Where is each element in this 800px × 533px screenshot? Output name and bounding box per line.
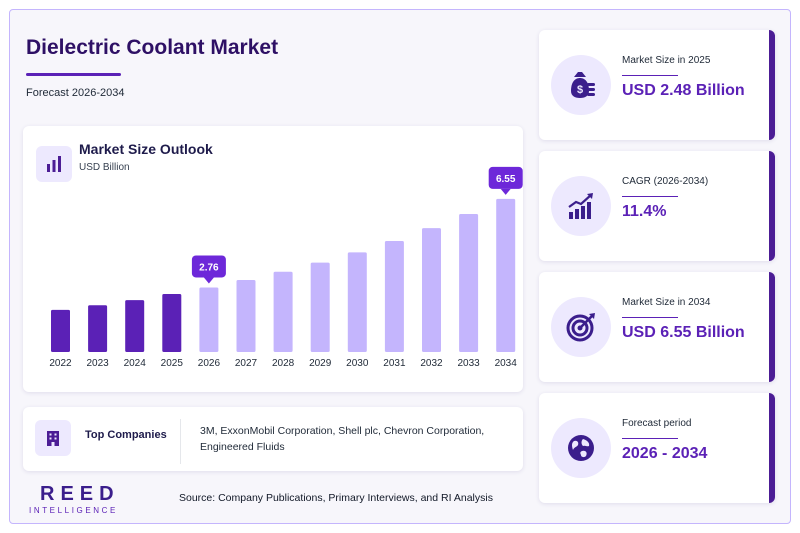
bar-2024 [125, 300, 145, 352]
companies-label: Top Companies [85, 429, 167, 441]
bar-2027 [236, 279, 256, 352]
stat-label: Market Size in 2034 [622, 297, 711, 308]
data-label: 2.76 [199, 262, 219, 273]
stat-card-market-size-2025: $ Market Size in 2025 USD 2.48 Billion [539, 30, 775, 140]
x-tick-label: 2033 [457, 358, 480, 369]
stat-card-cagr: CAGR (2026-2034) 11.4% [539, 151, 775, 261]
target-icon [551, 297, 611, 357]
bar-2023 [88, 305, 108, 352]
x-tick-label: 2023 [86, 358, 109, 369]
stat-value: USD 6.55 Billion [622, 324, 745, 341]
card-accent [769, 151, 775, 261]
page-title: Dielectric Coolant Market [26, 36, 279, 59]
x-tick-label: 2025 [161, 358, 184, 369]
bar-2025 [162, 294, 182, 352]
x-tick-label: 2024 [124, 358, 147, 369]
card-accent [769, 393, 775, 503]
stat-card-market-size-2034: Market Size in 2034 USD 6.55 Billion [539, 272, 775, 382]
globe-icon [551, 418, 611, 478]
bar-2033 [459, 214, 479, 352]
stat-value: USD 2.48 Billion [622, 82, 745, 99]
source-note: Source: Company Publications, Primary In… [179, 492, 493, 504]
x-tick-label: 2034 [495, 358, 518, 369]
bar-2034 [496, 198, 516, 352]
x-tick-label: 2030 [346, 358, 369, 369]
money-bag-icon: $ [551, 55, 611, 115]
chart-unit: USD Billion [79, 162, 130, 173]
stat-divider [622, 317, 678, 318]
svg-text:$: $ [577, 84, 583, 96]
stat-card-forecast-period: Forecast period 2026 - 2034 [539, 393, 775, 503]
callout-2026: 2.76 [191, 255, 226, 284]
bar-2029 [310, 262, 330, 352]
building-icon [35, 420, 71, 456]
callout-2034: 6.55 [488, 166, 523, 195]
bar-2028 [273, 271, 293, 352]
stat-value: 11.4% [622, 203, 667, 220]
bar-2022 [51, 309, 70, 352]
x-tick-label: 2031 [383, 358, 406, 369]
stat-divider [622, 75, 678, 76]
x-tick-label: 2027 [235, 358, 258, 369]
bar-2026 [199, 287, 219, 352]
companies-list: 3M, ExxonMobil Corporation, Shell plc, C… [200, 425, 485, 453]
x-tick-label: 2028 [272, 358, 295, 369]
companies-card [23, 407, 523, 471]
x-tick-label: 2029 [309, 358, 332, 369]
card-accent [769, 272, 775, 382]
companies-divider [180, 419, 181, 464]
bar-chart-icon [36, 146, 72, 182]
title-underline [26, 73, 121, 76]
stat-divider [622, 438, 678, 439]
stat-label: Forecast period [622, 418, 692, 429]
x-tick-label: 2026 [198, 358, 221, 369]
x-tick-label: 2032 [420, 358, 443, 369]
stat-label: Market Size in 2025 [622, 55, 711, 66]
page-subtitle: Forecast 2026-2034 [26, 87, 125, 99]
card-accent [769, 30, 775, 140]
data-label: 6.55 [496, 174, 516, 185]
logo-wordmark: REED [40, 483, 120, 505]
stat-value: 2026 - 2034 [622, 445, 708, 462]
x-tick-label: 2022 [49, 358, 72, 369]
logo-subtitle: INTELLIGENCE [29, 506, 118, 515]
bar-2030 [347, 252, 367, 352]
bar-2032 [422, 228, 441, 352]
growth-chart-icon [551, 176, 611, 236]
chart-title: Market Size Outlook [79, 141, 213, 157]
stat-label: CAGR (2026-2034) [622, 176, 709, 187]
bar-2031 [384, 240, 404, 352]
bar-chart: 2022 2023 2024 2025 2026 2.76 2027 2028 2029 2030… [49, 166, 523, 369]
stat-divider [622, 196, 678, 197]
